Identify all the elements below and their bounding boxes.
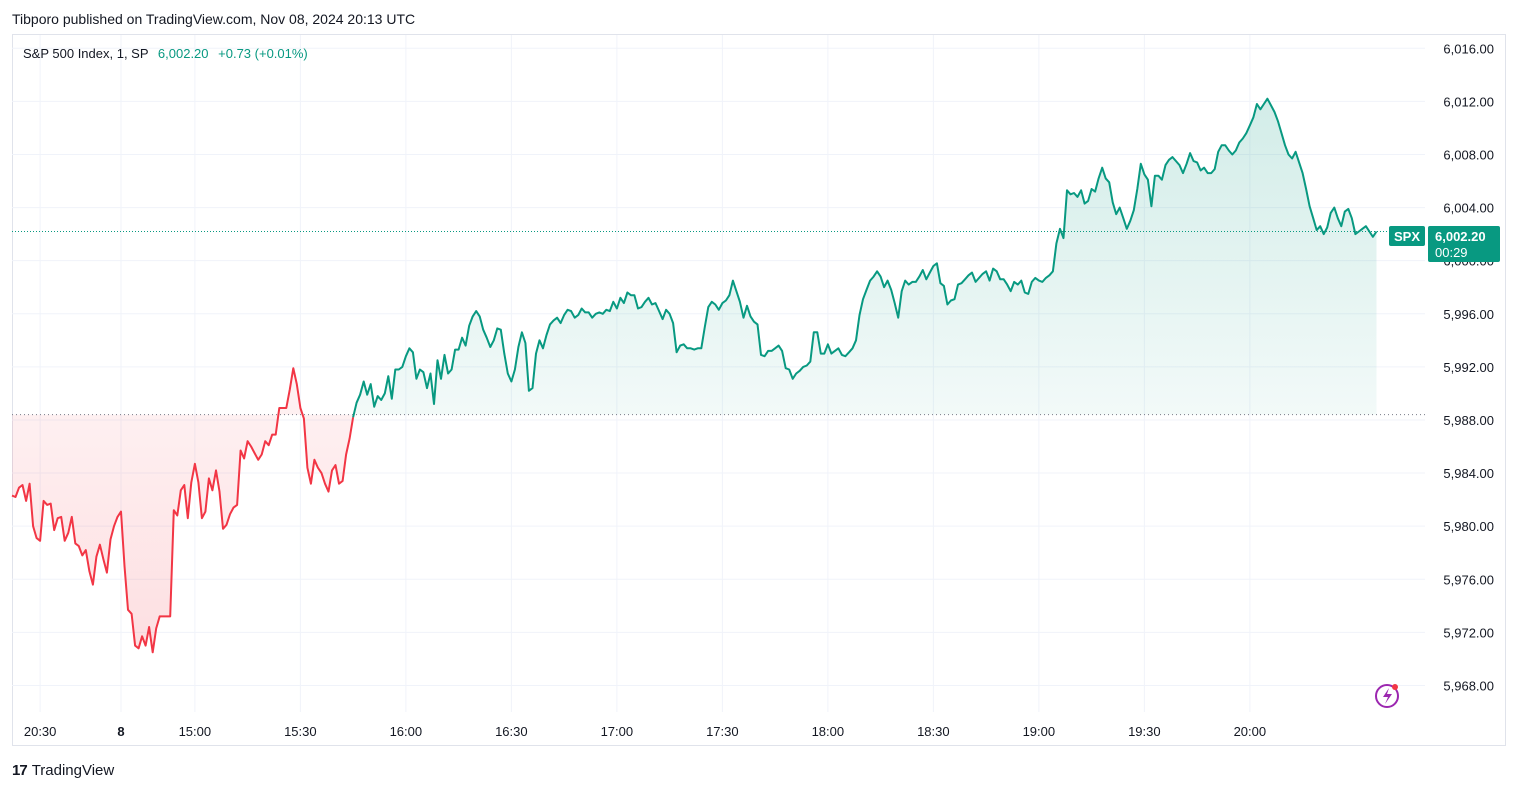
time-tick-label: 15:30 bbox=[284, 724, 317, 739]
time-tick-label: 20:30 bbox=[24, 724, 57, 739]
price-line bbox=[11, 97, 1378, 654]
time-tick-label: 20:00 bbox=[1234, 724, 1267, 739]
price-tick-label: 5,972.00 bbox=[1443, 625, 1494, 640]
time-tick-label: 15:00 bbox=[179, 724, 212, 739]
time-tick-label: 19:00 bbox=[1023, 724, 1056, 739]
price-tick-label: 6,008.00 bbox=[1443, 147, 1494, 162]
chart-legend: S&P 500 Index, 1, SP 6,002.20 +0.73 (+0.… bbox=[23, 46, 308, 61]
above-baseline-fill bbox=[353, 98, 1377, 418]
price-tick-label: 5,992.00 bbox=[1443, 360, 1494, 375]
legend-change: +0.73 (+0.01%) bbox=[218, 46, 308, 61]
price-tick-label: 6,016.00 bbox=[1443, 41, 1494, 56]
price-tag-value: 6,002.20 bbox=[1435, 229, 1486, 244]
time-axis[interactable]: 20:30 8 15:00 15:30 16:00 16:30 17:00 17:30 18:0… bbox=[24, 724, 1266, 739]
price-tick-label: 5,976.00 bbox=[1443, 572, 1494, 587]
published-header: Tibporo published on TradingView.com, No… bbox=[12, 11, 416, 27]
area-fill bbox=[12, 98, 1377, 653]
chart-frame[interactable] bbox=[12, 34, 1506, 746]
price-tick-label: 6,012.00 bbox=[1443, 94, 1494, 109]
price-line-down bbox=[11, 367, 355, 654]
price-line-up bbox=[352, 97, 1378, 418]
time-tick-label: 16:30 bbox=[495, 724, 528, 739]
time-tick-label: 17:30 bbox=[706, 724, 739, 739]
price-tick-label: 6,004.00 bbox=[1443, 201, 1494, 216]
price-tag-countdown: 00:29 bbox=[1435, 245, 1468, 260]
time-tick-label: 18:30 bbox=[917, 724, 950, 739]
time-tick-label: 19:30 bbox=[1128, 724, 1161, 739]
price-tick-label: 5,968.00 bbox=[1443, 678, 1494, 693]
legend-last: 6,002.20 bbox=[157, 46, 209, 61]
tradingview-logo-icon: 17 bbox=[12, 762, 28, 779]
ticker-tag-bg bbox=[1389, 226, 1425, 246]
price-tick-label: 5,980.00 bbox=[1443, 519, 1494, 534]
price-tag-bg bbox=[1428, 226, 1500, 262]
last-price-tag: SPX 6,002.20 00:29 bbox=[1389, 226, 1500, 262]
time-tick-label: 8 bbox=[117, 724, 124, 739]
time-tick-label: 17:00 bbox=[601, 724, 634, 739]
time-tick-label: 18:00 bbox=[812, 724, 845, 739]
lightning-icon[interactable] bbox=[1375, 684, 1399, 708]
price-tick-label: 5,988.00 bbox=[1443, 413, 1494, 428]
ticker-tag-label: SPX bbox=[1394, 229, 1420, 244]
price-axis[interactable]: 5,968.00 5,972.00 5,976.00 5,980.00 5,984.00… bbox=[1443, 41, 1494, 693]
price-tick-label: 5,984.00 bbox=[1443, 466, 1494, 481]
legend-symbol: S&P 500 Index, 1, SP bbox=[23, 46, 149, 61]
time-tick-label: 16:00 bbox=[390, 724, 423, 739]
brand-name: TradingView bbox=[31, 762, 115, 779]
tradingview-brand[interactable]: 17 TradingView bbox=[12, 762, 114, 779]
below-baseline-fill bbox=[12, 368, 354, 653]
price-tick-label: 5,996.00 bbox=[1443, 307, 1494, 322]
